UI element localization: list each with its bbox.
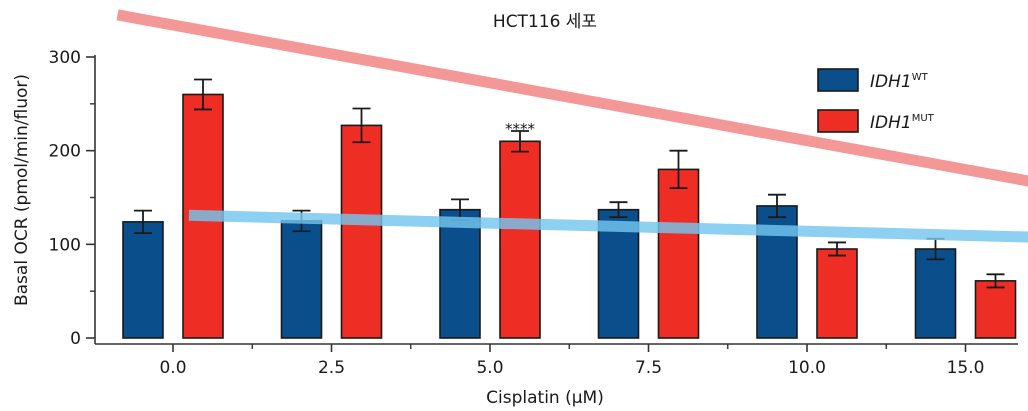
legend-label-superscript: WT — [912, 72, 929, 83]
bar — [122, 221, 164, 339]
significance-annotation: **** — [505, 120, 536, 138]
bar — [439, 208, 481, 339]
bar — [499, 140, 541, 339]
y-tick-label: 200 — [49, 142, 81, 162]
x-axis-label: Cisplatin (μM) — [486, 388, 604, 408]
y-axis-label: Basal OCR (pmol/min/fluor) — [12, 74, 32, 306]
bar — [974, 280, 1017, 339]
y-tick-label: 300 — [49, 48, 81, 68]
bars — [122, 78, 1017, 339]
legend-label-gene: IDH1 — [870, 72, 912, 92]
axes: 0 100 200 300 0.0 2.5 5.0 7.5 10.0 15.0 — [49, 48, 1018, 378]
x-tick-label: 15.0 — [947, 358, 985, 378]
legend-label: IDH1MUT — [870, 113, 935, 133]
trend-arrow — [116, 9, 1028, 187]
bar — [914, 248, 957, 339]
legend-label-superscript: MUT — [912, 113, 935, 124]
x-tick-label: 0.0 — [159, 358, 186, 378]
y-tick-label: 0 — [70, 329, 81, 349]
chart-title: HCT116 세포 — [493, 12, 597, 32]
legend-swatch — [817, 109, 859, 133]
trend-arrows — [116, 9, 1028, 243]
bar — [280, 220, 323, 339]
x-tick-label: 10.0 — [788, 358, 826, 378]
trend-arrow — [188, 209, 1028, 243]
bar — [340, 124, 383, 339]
y-tick-label: 100 — [49, 235, 81, 255]
legend-swatch — [817, 68, 859, 92]
bar — [657, 168, 700, 339]
legend-label: IDH1WT — [870, 72, 929, 92]
legend-label-gene: IDH1 — [870, 113, 912, 133]
x-tick-label: 2.5 — [318, 358, 345, 378]
x-tick-label: 7.5 — [635, 358, 662, 378]
bar — [816, 248, 858, 339]
x-tick-label: 5.0 — [476, 358, 503, 378]
